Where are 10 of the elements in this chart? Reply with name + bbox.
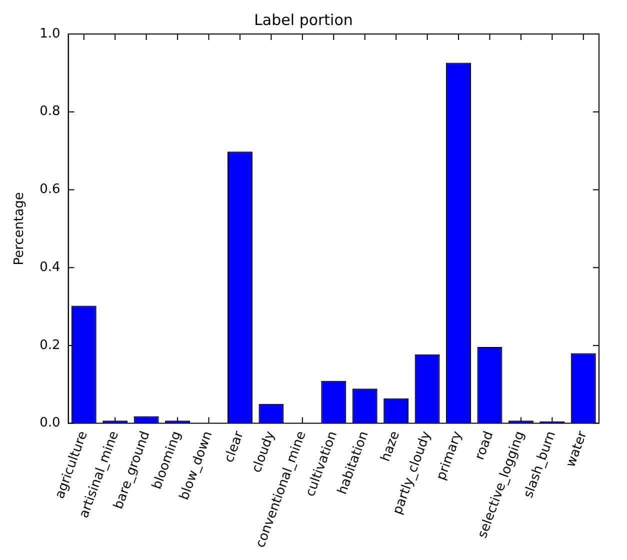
y-tick-label: 0.6: [40, 182, 60, 198]
y-tick-label: 0.4: [40, 260, 60, 275]
x-tick-label: water: [564, 428, 591, 470]
y-tick-label: 0.2: [40, 338, 60, 353]
y-axis-title: Percentage: [12, 192, 28, 266]
y-tick-label: 0.8: [40, 104, 60, 120]
x-tick-label: clear: [222, 428, 248, 465]
chart-title: Label portion: [254, 10, 353, 29]
y-tick-label: 1.0: [40, 26, 60, 42]
y-tick-label: 0.0: [40, 416, 60, 431]
